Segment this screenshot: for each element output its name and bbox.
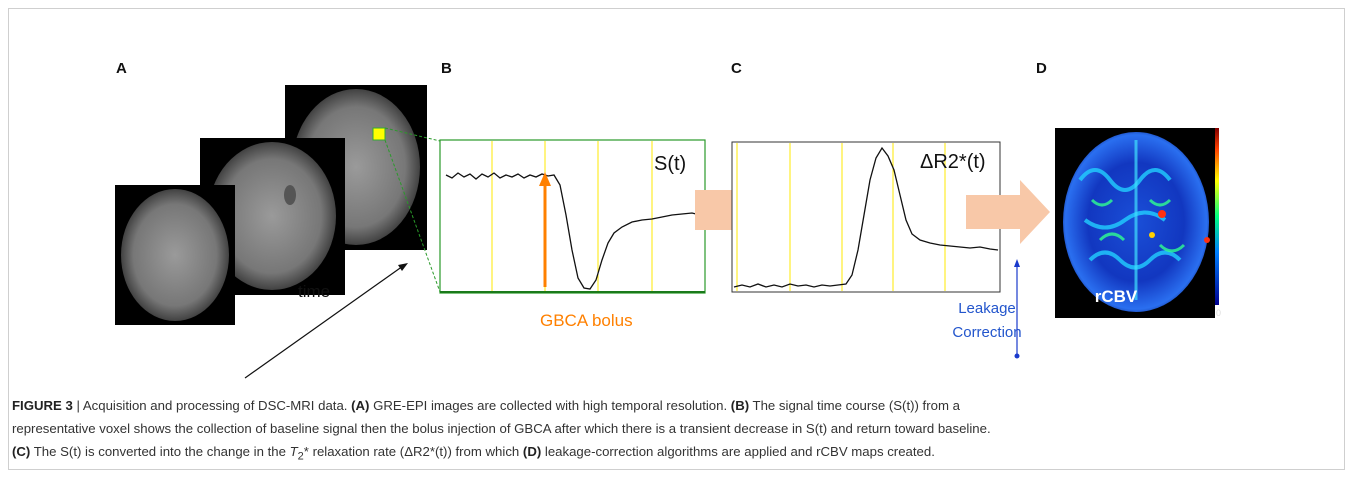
correction-arrowhead: [1014, 259, 1020, 267]
time-axis: [244, 265, 404, 379]
figure-number: FIGURE 3: [12, 398, 73, 413]
brain-stack: [115, 85, 427, 325]
caption-text: | Acquisition and processing of DSC-MRI …: [72, 398, 352, 413]
caption-ref: (B): [730, 398, 750, 413]
caption-text: The S(t) is converted into the change in…: [30, 444, 290, 459]
panel-label: B: [441, 60, 452, 77]
signal-panel: S(t): [439, 139, 706, 294]
panel-label: A: [116, 60, 127, 77]
map-label: rCBV: [1095, 287, 1138, 306]
caption-text: The signal time course (S(t)) from a: [749, 398, 960, 413]
correction-dot: [1014, 353, 1020, 359]
rcbv-map: [1055, 128, 1219, 318]
correction-label: Leakage: [958, 300, 1016, 317]
figure-frame: [8, 8, 1345, 470]
correction-label: Correction: [952, 324, 1021, 341]
caption-subscript: 2: [297, 450, 304, 463]
curve-label: S(t): [654, 153, 686, 175]
caption-text: representative voxel shows the collectio…: [12, 421, 991, 436]
caption-symbol: T: [289, 444, 298, 459]
zoom-line: [384, 127, 441, 142]
figure: A B C D time S(t) GBCA bolus: [115, 60, 1221, 379]
zoom-line: [384, 139, 441, 293]
caption-ref: (D): [522, 444, 542, 459]
delta-r2-panel: ΔR2*(t): [731, 141, 1001, 293]
process-arrow: [966, 180, 1050, 244]
caption-text: leakage-correction algorithms are applie…: [541, 444, 935, 459]
time-label: time: [298, 282, 330, 301]
panel-label: C: [731, 60, 742, 77]
caption-text: *: [303, 444, 309, 459]
caption-text: GRE-EPI images are collected with high t…: [369, 398, 731, 413]
caption-ref: (A): [351, 398, 370, 413]
time-arrowhead: [398, 263, 408, 271]
caption: FIGURE 3 | Acquisition and processing of…: [12, 394, 1347, 469]
caption-text: relaxation rate (ΔR2*(t)) from which: [308, 444, 523, 459]
curve-label: ΔR2*(t): [920, 151, 986, 173]
panel-label: D: [1036, 60, 1047, 77]
colorbar-label: 0: [1216, 308, 1221, 318]
caption-ref: (C): [12, 444, 31, 459]
bolus-label: GBCA bolus: [540, 311, 633, 330]
